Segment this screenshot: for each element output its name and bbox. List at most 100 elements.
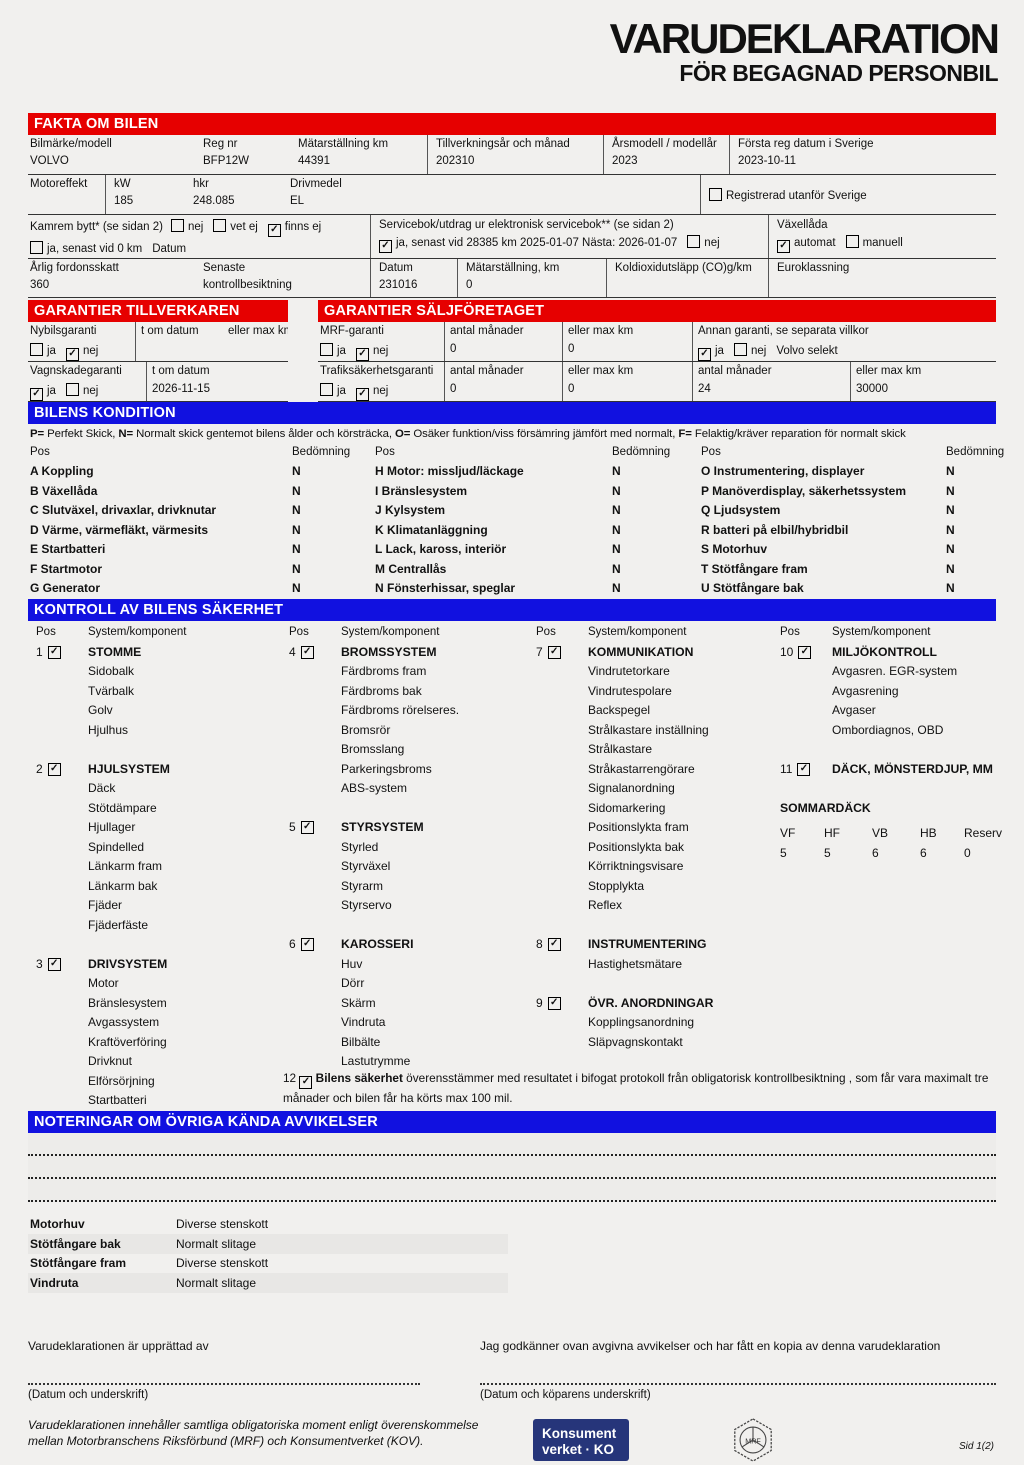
checkbox-option: nej: [65, 383, 98, 397]
sakerhet-item: Hjullager: [88, 820, 136, 834]
checked-checkbox[interactable]: ✓: [300, 821, 314, 835]
dotted-line[interactable]: [28, 1132, 996, 1156]
fakta-row-3: Kamrem bytt* (se sidan 2) nej vet ej ✓ finns…: [28, 215, 996, 259]
unchecked-checkbox[interactable]: [845, 235, 859, 248]
group-number: 4: [289, 644, 296, 659]
checked-checkbox[interactable]: ✓: [698, 348, 711, 361]
unchecked-checkbox[interactable]: [30, 241, 43, 254]
sakerhet-item: Länkarm fram: [88, 859, 163, 873]
unchecked-checkbox[interactable]: [687, 235, 701, 248]
section-header-saljforetaget: GARANTIER SÄLJFÖRETAGET: [318, 300, 996, 322]
checked-checkbox[interactable]: ✓: [47, 645, 61, 659]
unchecked-checkbox[interactable]: [320, 383, 333, 396]
option-label: nej: [82, 345, 99, 357]
note-row: Stötfångare fram Diverse stenskott: [28, 1254, 508, 1274]
unchecked-checkbox[interactable]: [30, 343, 43, 356]
sakerhet-item-row: Färdbroms rörelseres.: [289, 701, 528, 721]
field-regnr: Reg nr BFP12W: [203, 138, 250, 167]
vagnskadegaranti-janej: ✓ ja nej: [30, 377, 146, 401]
sakerhet-item-row: Bromsslang: [289, 740, 528, 760]
note-part: Motorhuv: [30, 1217, 85, 1232]
checked-checkbox[interactable]: ✓: [47, 957, 61, 971]
group-title: INSTRUMENTERING: [588, 937, 707, 951]
unchecked-checkbox[interactable]: [170, 219, 184, 232]
kondition-value: N: [292, 542, 301, 556]
seller-signature-block: Varudeklarationen är upprättad av (Datum…: [28, 1339, 420, 1401]
checked-checkbox[interactable]: ✓: [47, 762, 61, 776]
checked-checkbox[interactable]: ✓: [547, 938, 561, 952]
checked-checkbox[interactable]: ✓: [30, 388, 43, 401]
unchecked-checkbox[interactable]: [709, 187, 722, 201]
sakerhet-item-row: Strålkastare inställning: [536, 721, 772, 741]
unchecked-checkbox[interactable]: [213, 219, 227, 232]
checked-checkbox[interactable]: ✓: [300, 938, 314, 952]
sakerhet-item: Elförsörjning: [88, 1073, 155, 1088]
checked-checkbox[interactable]: ✓: [355, 348, 369, 361]
pos-header: Pos: [780, 625, 800, 638]
checked-checkbox[interactable]: ✓: [355, 388, 369, 401]
buyer-signature-block: Jag godkänner ovan avgivna avvikelser oc…: [480, 1339, 996, 1401]
kondition-value: N: [612, 561, 621, 576]
garanti-body: Nybilsgaranti ja ✓ nej t om datum eller ma…: [28, 322, 996, 402]
legend-text: Perfekt Skick,: [44, 428, 119, 440]
checkbox-option: ✓ nej: [355, 345, 388, 361]
sakerhet-item: Skärm: [341, 995, 376, 1010]
buyer-signature-label: Jag godkänner ovan avgivna avvikelser oc…: [480, 1338, 941, 1353]
checkbox-option: ✓ finns ej: [267, 221, 321, 237]
sakerhet-item: Startbatteri: [88, 1093, 147, 1107]
sakerhet-item: Golv: [88, 703, 113, 717]
sakerhet-item: Sidomarkering: [588, 800, 666, 815]
sakerhet-item-row: Länkarm fram: [36, 857, 281, 877]
checked-checkbox[interactable]: ✓: [777, 240, 790, 253]
sakerhet-item-row: Kopplingsanordning: [536, 1013, 772, 1033]
sakerhet-item: Bränslesystem: [88, 995, 167, 1010]
checked-checkbox[interactable]: ✓: [797, 762, 811, 776]
sakerhet-item-row: Dörr: [289, 974, 528, 994]
field-hkr: hkr 248.085: [193, 178, 235, 207]
sakerhet-item: Motor: [88, 976, 119, 990]
kondition-value: N: [946, 464, 955, 478]
kondition-item: L Lack, kaross, interiör: [375, 542, 507, 556]
dotted-line[interactable]: [28, 1178, 996, 1202]
group-title: DÄCK, MÖNSTERDJUP, MM: [832, 761, 993, 776]
field-motoreffekt: Motoreffekt: [30, 178, 88, 190]
signature-section: Varudeklarationen är upprättad av (Datum…: [28, 1339, 996, 1401]
kondition-item: T Stötfångare fram: [701, 561, 808, 576]
checked-checkbox[interactable]: ✓: [798, 645, 812, 659]
kondition-item: O Instrumentering, displayer: [701, 464, 865, 478]
checked-checkbox[interactable]: ✓: [299, 1076, 313, 1089]
option-label: nej: [187, 221, 204, 233]
unchecked-checkbox[interactable]: [320, 343, 333, 356]
checked-checkbox[interactable]: ✓: [547, 996, 561, 1010]
sakerhet-item: Styrarm: [341, 878, 383, 893]
sakerhet-item: ABS-system: [341, 781, 408, 795]
unchecked-checkbox[interactable]: [65, 383, 79, 396]
unchecked-checkbox[interactable]: [733, 343, 747, 356]
dotted-line[interactable]: [28, 1155, 996, 1179]
sakerhet-item-row: Parkeringsbroms: [289, 760, 528, 780]
checked-checkbox[interactable]: ✓: [379, 240, 392, 253]
sakerhet-item-row: Körriktningsvisare: [536, 857, 772, 877]
group-number: 2: [36, 761, 43, 776]
field-besiktning-datum: Datum 231016: [370, 259, 457, 297]
seller-signature-line[interactable]: [28, 1353, 420, 1385]
sakerhet-item: Positionslykta fram: [588, 820, 689, 834]
buyer-signature-line[interactable]: [480, 1353, 996, 1385]
option-label: ja: [47, 345, 56, 357]
checked-checkbox[interactable]: ✓: [267, 224, 281, 237]
checked-checkbox[interactable]: ✓: [65, 348, 79, 361]
trafiksakerhetsgaranti-row: Trafiksäkerhetsgaranti ja ✓ nej antal måna…: [318, 362, 996, 402]
sakerhet-item: Avgaser: [832, 703, 876, 717]
group-number: 8: [536, 937, 543, 951]
kondition-legend: P= Perfekt Skick, N= Normalt skick gente…: [28, 424, 996, 442]
sakerhet-item: Fjäder: [88, 898, 123, 912]
section-header-fakta: FAKTA OM BILEN: [28, 113, 996, 135]
checked-checkbox[interactable]: ✓: [547, 645, 561, 659]
sakerhet-item-row: Stråkastarrengörare: [536, 760, 772, 780]
pos-header: Pos: [30, 446, 50, 458]
group-number: 10: [780, 644, 794, 659]
kondition-item: P Manöverdisplay, säkerhetssystem: [701, 483, 906, 498]
checked-checkbox[interactable]: ✓: [300, 645, 314, 659]
group-title: STYRSYSTEM: [341, 820, 424, 834]
field-senaste-besiktning: Senaste kontrollbesiktning: [203, 262, 292, 291]
